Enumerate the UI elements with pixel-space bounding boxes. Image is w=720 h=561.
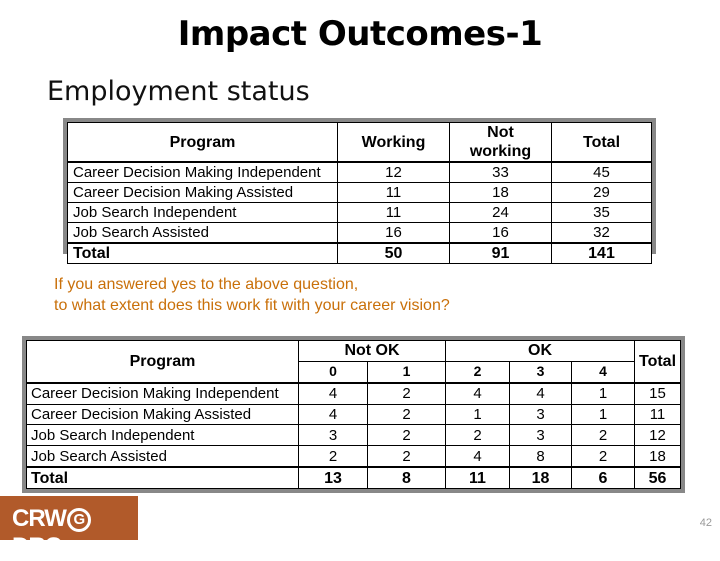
scale-header-4: 4 (571, 360, 635, 384)
cell-scale-3: 4 (509, 382, 572, 405)
row-label: Job Search Assisted (26, 445, 299, 468)
cell-scale-2: 4 (445, 445, 510, 468)
cell-scale-3: 8 (509, 445, 572, 468)
scale-header-1: 1 (367, 360, 446, 384)
career-vision-table-frame: Program Not OK OK Total 0 1 2 3 4 Career… (22, 336, 685, 493)
logo-text-right: DRC (12, 533, 62, 560)
slide-subtitle: Employment status (47, 76, 310, 107)
cell-total: 12 (634, 424, 681, 447)
table-row: Job Search Independent 3 2 2 3 2 12 (26, 424, 681, 447)
logo-g-circle: G (66, 508, 91, 532)
table-scale-header-row: 0 1 2 3 4 (27, 360, 681, 384)
total-total: 141 (551, 242, 652, 264)
total-scale-2: 11 (445, 466, 510, 490)
cell-scale-0: 4 (298, 382, 368, 405)
logo-text-left: CRW (12, 505, 67, 532)
table-group-header-row: Program Not OK OK Total (26, 339, 681, 384)
group-header-ok: OK (445, 340, 635, 362)
cell-scale-0: 2 (298, 445, 368, 468)
cell-scale-3: 3 (509, 403, 572, 426)
page-number: 42 (699, 517, 712, 529)
scale-header-0: 0 (298, 360, 368, 384)
cell-scale-1: 2 (367, 424, 446, 447)
cell-total: 18 (634, 445, 681, 468)
cell-total: 29 (551, 182, 652, 203)
cell-total: 35 (551, 202, 652, 223)
total-total: 56 (634, 466, 681, 490)
row-label: Career Decision Making Independent (26, 382, 299, 405)
cell-scale-4: 1 (571, 403, 635, 426)
cell-working: 11 (337, 202, 450, 223)
cell-scale-4: 2 (571, 445, 635, 468)
cell-not-working: 16 (449, 222, 552, 244)
table-row: Career Decision Making Independent 4 2 4… (26, 382, 681, 405)
cell-working: 16 (337, 222, 450, 244)
cell-scale-1: 2 (367, 382, 446, 405)
cell-not-working: 33 (449, 161, 552, 183)
employment-status-table: Program Working Not working Total Career… (67, 122, 652, 264)
row-label: Job Search Independent (67, 202, 338, 223)
total-scale-3: 18 (509, 466, 572, 490)
cell-total: 11 (634, 403, 681, 426)
total-scale-0: 13 (298, 466, 368, 490)
table-row: Job Search Independent 11 24 35 (67, 202, 652, 223)
scale-header-2: 2 (445, 360, 510, 384)
table-row: Career Decision Making Assisted 4 2 1 3 … (26, 403, 681, 426)
table-row: Job Search Assisted 2 2 4 8 2 18 (26, 445, 681, 468)
group-header-not-ok: Not OK (298, 340, 446, 362)
career-vision-table: Program Not OK OK Total 0 1 2 3 4 Career… (26, 339, 681, 490)
cell-scale-2: 2 (445, 424, 510, 447)
cell-scale-0: 3 (298, 424, 368, 447)
cell-working: 11 (337, 182, 450, 203)
cell-scale-3: 3 (509, 424, 572, 447)
row-label: Job Search Assisted (67, 222, 338, 244)
total-scale-1: 8 (367, 466, 446, 490)
cell-scale-1: 2 (367, 403, 446, 426)
cell-total: 45 (551, 161, 652, 183)
total-working: 50 (337, 242, 450, 264)
row-label: Career Decision Making Assisted (26, 403, 299, 426)
cell-scale-1: 2 (367, 445, 446, 468)
cell-scale-4: 1 (571, 382, 635, 405)
slide-title: Impact Outcomes-1 (177, 14, 543, 54)
employment-status-table-frame: Program Working Not working Total Career… (63, 118, 656, 264)
cell-scale-2: 4 (445, 382, 510, 405)
column-header-total: Total (634, 339, 681, 384)
scale-header-3: 3 (509, 360, 572, 384)
cell-not-working: 24 (449, 202, 552, 223)
cell-total: 15 (634, 382, 681, 405)
question-line-2: to what extent does this work fit with y… (54, 297, 450, 314)
table-total-row: Total 13 8 11 18 6 56 (26, 466, 681, 490)
cell-scale-0: 4 (298, 403, 368, 426)
cell-scale-2: 1 (445, 403, 510, 426)
column-header-program: Program (67, 122, 338, 163)
table-header-row: Program Working Not working Total (67, 122, 652, 163)
table-row: Job Search Assisted 16 16 32 (67, 222, 652, 244)
logo-text: CRW GDRC (12, 505, 138, 561)
total-label: Total (67, 242, 338, 264)
cell-scale-4: 2 (571, 424, 635, 447)
column-header-total: Total (551, 122, 652, 163)
row-label: Career Decision Making Assisted (67, 182, 338, 203)
table-total-row: Total 50 91 141 (67, 242, 652, 264)
column-header-not-working: Not working (449, 122, 552, 163)
cell-total: 32 (551, 222, 652, 244)
table-row: Career Decision Making Independent 12 33… (67, 161, 652, 183)
question-text: If you answered yes to the above questio… (54, 274, 450, 316)
crwgdrc-logo: CRW GDRC (0, 496, 138, 560)
total-label: Total (26, 466, 299, 490)
table-row: Career Decision Making Assisted 11 18 29 (67, 182, 652, 203)
row-label: Career Decision Making Independent (67, 161, 338, 183)
cell-not-working: 18 (449, 182, 552, 203)
column-header-working: Working (337, 122, 450, 163)
row-label: Job Search Independent (26, 424, 299, 447)
total-scale-4: 6 (571, 466, 635, 490)
question-line-1: If you answered yes to the above questio… (54, 276, 359, 293)
total-not-working: 91 (449, 242, 552, 264)
column-header-program: Program (26, 339, 299, 384)
cell-working: 12 (337, 161, 450, 183)
